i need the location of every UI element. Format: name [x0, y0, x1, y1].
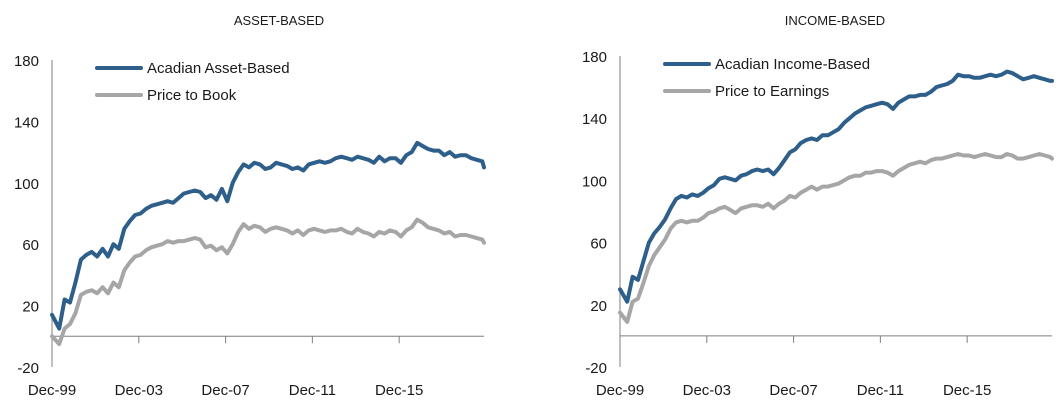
- y-tick-label: 180: [582, 49, 607, 66]
- chart-panel-1: ASSET-BASED -20 20 60 100 140 180 Dec-99 Dec-03 D…: [14, 13, 486, 399]
- series-line-1: [618, 69, 1054, 304]
- x-tick-label: Dec-15: [943, 382, 991, 399]
- y-tick-label: 100: [582, 173, 607, 190]
- legend-label: Price to Book: [147, 87, 237, 104]
- y-tick-label: 180: [14, 53, 39, 70]
- y-tick-label: 20: [22, 299, 39, 316]
- y-tick-label: -20: [17, 360, 39, 377]
- legend-label: Acadian Income-Based: [715, 56, 870, 73]
- y-tick-label: 140: [582, 111, 607, 128]
- legend-label: Acadian Asset-Based: [147, 60, 290, 77]
- y-tick-label: 140: [14, 114, 39, 131]
- chart-title: ASSET-BASED: [234, 13, 324, 28]
- x-tick-label: Dec-07: [201, 382, 249, 399]
- y-tick-label: 60: [22, 237, 39, 254]
- series-line-1: [50, 140, 486, 331]
- x-tick-label: Dec-11: [857, 382, 904, 399]
- series-line-2: [618, 152, 1054, 324]
- y-tick-label: 100: [14, 176, 39, 193]
- x-tick-label: Dec-99: [596, 382, 644, 399]
- x-tick-label: Dec-03: [683, 382, 731, 399]
- y-tick-label: 20: [590, 298, 607, 315]
- x-tick-label: Dec-03: [115, 382, 163, 399]
- y-tick-label: 60: [590, 236, 607, 253]
- legend-label: Price to Earnings: [715, 83, 829, 100]
- x-tick-label: Dec-15: [375, 382, 423, 399]
- series-line-2: [50, 217, 486, 346]
- x-tick-label: Dec-07: [769, 382, 817, 399]
- chart-title: INCOME-BASED: [785, 13, 885, 28]
- x-tick-label: Dec-99: [28, 382, 76, 399]
- chart-panel-2: INCOME-BASED -20 20 60 100 140 180 Dec-99 Dec-03…: [582, 13, 1054, 399]
- y-tick-label: -20: [585, 360, 607, 377]
- x-tick-label: Dec-11: [289, 382, 336, 399]
